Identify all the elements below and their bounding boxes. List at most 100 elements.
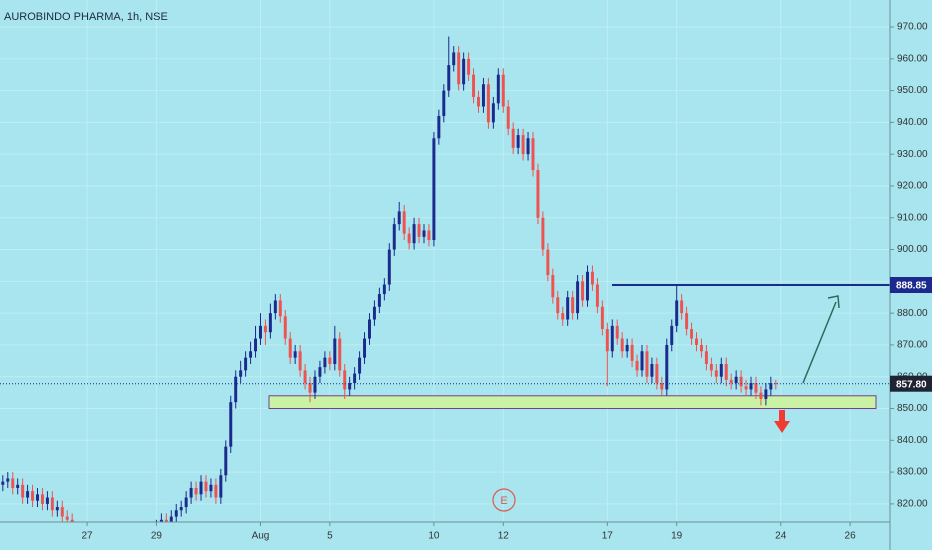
candle-body bbox=[695, 338, 698, 345]
candle-body bbox=[159, 519, 163, 522]
candle-body bbox=[209, 484, 213, 492]
y-tick-label: 900.00 bbox=[897, 244, 928, 255]
candle-body bbox=[382, 284, 386, 295]
y-tick-label: 880.00 bbox=[897, 308, 928, 319]
x-tick-label: 27 bbox=[81, 531, 93, 542]
candle-body bbox=[630, 344, 634, 361]
axes: 820.00830.00840.00850.00860.00870.00880.… bbox=[81, 22, 932, 542]
candle-body bbox=[318, 367, 322, 377]
candle-body bbox=[224, 446, 228, 476]
candle-body bbox=[635, 360, 639, 371]
candle-body bbox=[70, 519, 74, 522]
candle-body bbox=[402, 211, 406, 234]
earnings-marker-label: E bbox=[500, 495, 507, 507]
candle-body bbox=[447, 65, 451, 91]
x-tick-label: 24 bbox=[775, 531, 787, 542]
candle-body bbox=[759, 392, 763, 399]
candle-body bbox=[249, 351, 253, 358]
candle-body bbox=[323, 357, 327, 368]
price-label: 857.80 bbox=[896, 379, 927, 390]
candle-body bbox=[368, 319, 371, 339]
candle-body bbox=[685, 313, 689, 330]
candle-body bbox=[486, 84, 490, 123]
candle-body bbox=[551, 274, 555, 298]
candle-body bbox=[452, 52, 456, 66]
candle-body bbox=[521, 135, 525, 155]
candle-body bbox=[293, 351, 297, 358]
candle-body bbox=[754, 383, 758, 393]
candle-body bbox=[392, 224, 396, 250]
price-label-box bbox=[890, 277, 932, 294]
candle-body bbox=[234, 376, 238, 403]
candle-body bbox=[278, 300, 282, 317]
x-tick-label: 17 bbox=[602, 531, 614, 542]
candle-body bbox=[417, 224, 421, 237]
candle-body bbox=[343, 370, 347, 390]
candle-body bbox=[586, 271, 589, 301]
candle-body bbox=[254, 338, 258, 352]
candle-body bbox=[462, 58, 466, 85]
candle-body bbox=[546, 249, 550, 275]
candle-body bbox=[680, 300, 684, 314]
candle-body bbox=[625, 344, 629, 352]
candle-body bbox=[333, 338, 337, 365]
candle-body bbox=[1, 481, 5, 485]
price-label-box bbox=[890, 375, 932, 392]
candle-body bbox=[258, 325, 262, 339]
candle-body bbox=[372, 306, 376, 320]
y-tick-label: 850.00 bbox=[897, 403, 928, 414]
candle-body bbox=[670, 325, 674, 345]
candle-body bbox=[36, 494, 39, 501]
candle-body bbox=[50, 497, 54, 511]
candle-body bbox=[179, 507, 183, 511]
candle-body bbox=[724, 364, 728, 380]
candle-body bbox=[313, 376, 317, 393]
candle-body bbox=[506, 106, 510, 129]
candle-body bbox=[511, 128, 515, 148]
candle-body bbox=[704, 351, 708, 365]
candle-body bbox=[437, 116, 441, 139]
candle-body bbox=[655, 364, 659, 384]
candle-body bbox=[283, 316, 287, 339]
candle-body bbox=[605, 329, 609, 352]
candle-body bbox=[531, 138, 535, 171]
candle-body bbox=[645, 351, 649, 377]
y-tick-label: 970.00 bbox=[897, 22, 928, 33]
candle-body bbox=[214, 484, 218, 498]
candle-body bbox=[581, 281, 585, 301]
y-tick-label: 830.00 bbox=[897, 467, 928, 478]
candle-body bbox=[749, 383, 753, 390]
candle-body bbox=[268, 313, 272, 333]
candle-body bbox=[204, 481, 208, 492]
candle-body bbox=[516, 135, 520, 148]
candle-body bbox=[665, 344, 669, 390]
candle-body bbox=[422, 230, 426, 237]
x-tick-label: 5 bbox=[327, 531, 333, 542]
y-tick-label: 930.00 bbox=[897, 149, 928, 160]
candle-body bbox=[6, 478, 10, 482]
candle-body bbox=[328, 357, 332, 365]
candle-body bbox=[377, 294, 381, 307]
candle-body bbox=[595, 284, 599, 307]
candle-body bbox=[387, 249, 391, 285]
candle-body bbox=[561, 313, 565, 320]
x-tick-label: 29 bbox=[151, 531, 163, 542]
candle-body bbox=[526, 138, 530, 155]
candle-body bbox=[189, 487, 193, 498]
x-tick-label: 26 bbox=[845, 531, 857, 542]
candle-body bbox=[16, 484, 20, 488]
candle-body bbox=[699, 344, 703, 352]
candle-body bbox=[26, 491, 30, 498]
y-tick-label: 910.00 bbox=[897, 212, 928, 223]
up-arrow bbox=[802, 301, 837, 384]
candle-body bbox=[734, 376, 738, 384]
candle-body bbox=[472, 74, 476, 97]
candle-body bbox=[31, 491, 35, 501]
down-arrow bbox=[779, 410, 785, 422]
candle-body bbox=[739, 376, 743, 387]
y-tick-label: 920.00 bbox=[897, 181, 928, 192]
candle-body bbox=[55, 507, 59, 511]
y-tick-label: 960.00 bbox=[897, 53, 928, 64]
